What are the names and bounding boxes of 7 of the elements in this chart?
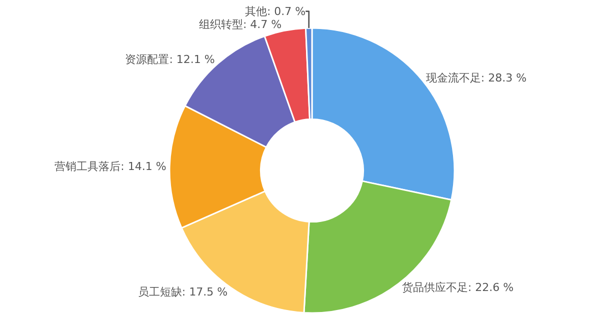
slice-label: 资源配置: 12.1 % — [125, 53, 215, 66]
slice-label: 其他: 0.7 % — [244, 4, 306, 18]
slice-label: 营销工具落后: 14.1 % — [54, 160, 166, 173]
slice-label: 员工短缺: 17.5 % — [138, 285, 228, 298]
slice-label: 组织转型: 4.7 % — [198, 18, 282, 31]
slice-label: 现金流不足: 28.3 % — [426, 72, 527, 85]
slice-label: 货品供应不足: 22.6 % — [402, 281, 514, 294]
